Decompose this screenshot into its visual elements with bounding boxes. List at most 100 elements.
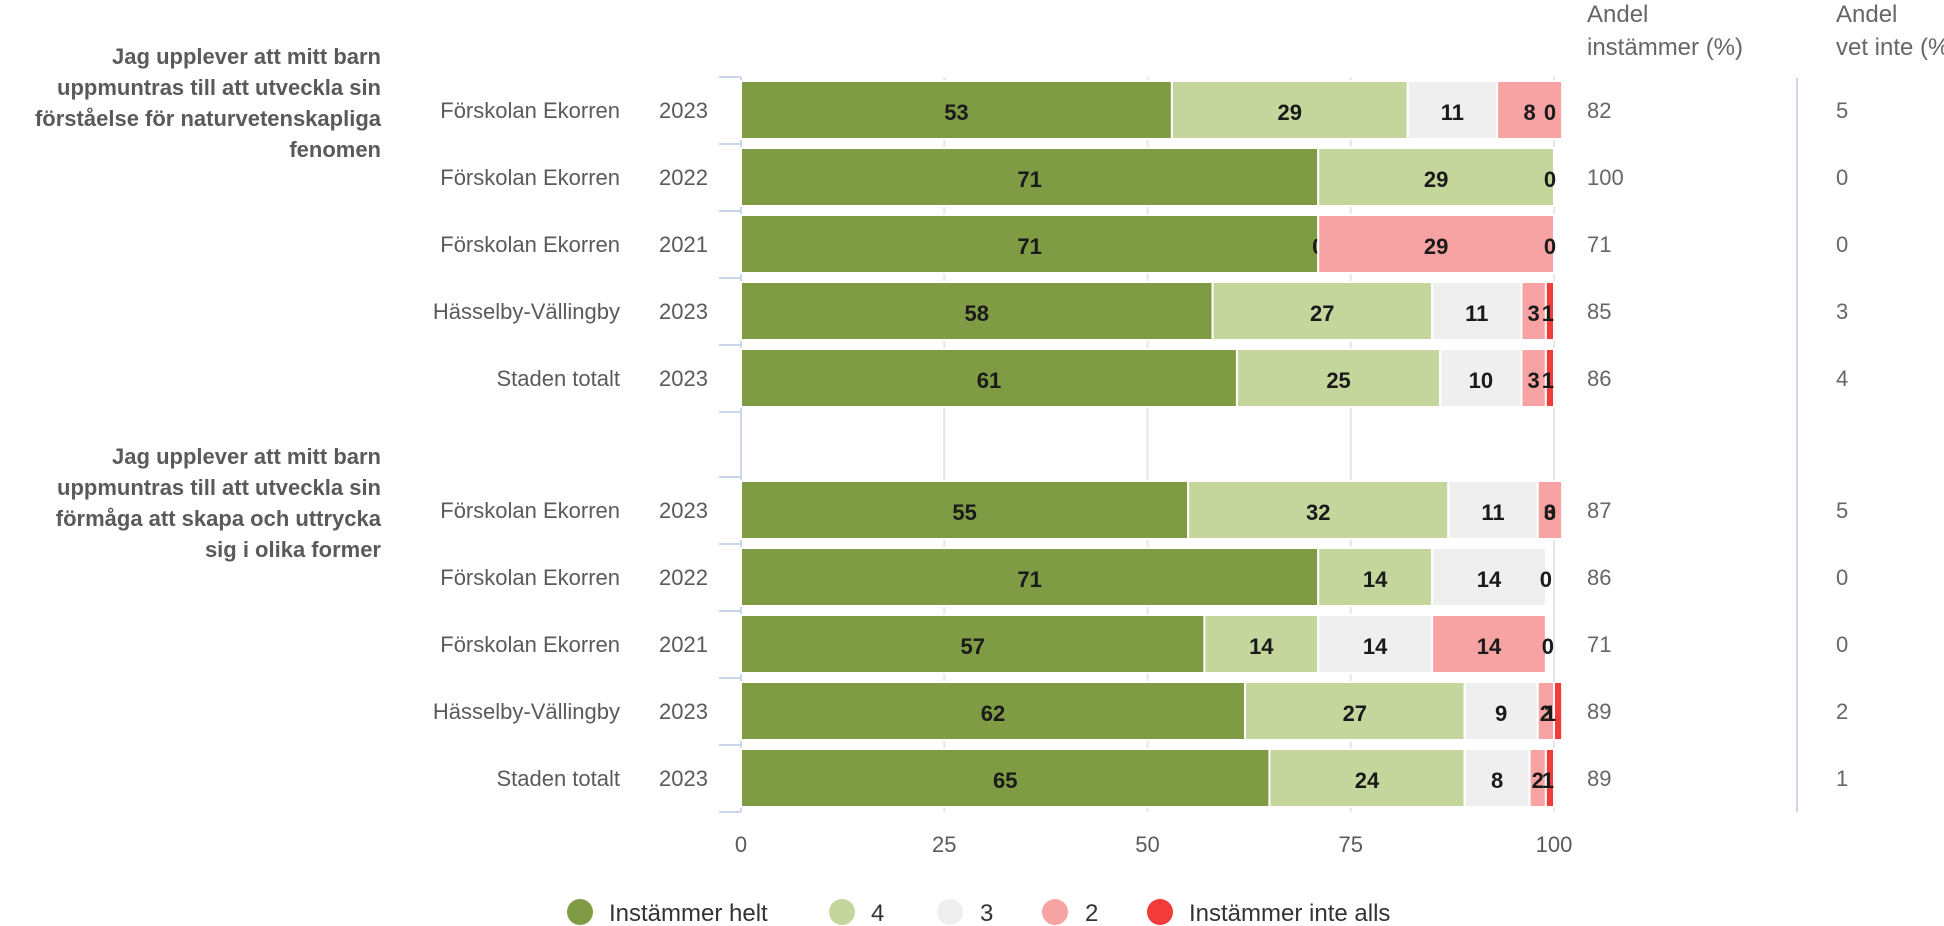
bar-data-label: 29	[1278, 100, 1302, 125]
bar-data-label: 3	[1528, 301, 1540, 326]
andel-vet-inte-value: 0	[1836, 165, 1848, 190]
bar-data-label: 8	[1491, 768, 1503, 793]
row-category-label: Förskolan Ekorren	[440, 565, 620, 590]
bar-data-label: 1	[1542, 301, 1554, 326]
question-label: förståelse för naturvetenskapliga	[35, 106, 382, 131]
row-category-label: Förskolan Ekorren	[440, 232, 620, 257]
row-year-label: 2023	[659, 299, 708, 324]
side-column-header: Andel	[1836, 1, 1897, 28]
bar-data-label: 29	[1424, 167, 1448, 192]
bar-data-label: 8	[1523, 100, 1535, 125]
bar-segment	[1317, 214, 1555, 274]
bar-segment	[740, 147, 1320, 207]
legend-marker	[937, 899, 963, 925]
bar-segment	[1211, 281, 1434, 341]
andel-instammer-value: 89	[1587, 766, 1611, 791]
andel-instammer-value: 71	[1587, 232, 1611, 257]
legend-label: Instämmer inte alls	[1189, 900, 1390, 926]
bar-data-label: 27	[1310, 301, 1334, 326]
bar-data-label: 71	[1017, 167, 1041, 192]
bar-data-label: 2	[1532, 768, 1544, 793]
bar-segment	[1496, 80, 1564, 140]
bar-data-label: 14	[1477, 634, 1502, 659]
legend-label: 2	[1085, 900, 1098, 926]
bar-segment	[1187, 480, 1450, 540]
question-label: Jag upplever att mitt barn	[112, 44, 381, 69]
question-label: sig i olika former	[205, 537, 381, 562]
bar-data-label: 14	[1477, 567, 1502, 592]
bar-data-label: 1	[1544, 701, 1556, 726]
question-label: Jag upplever att mitt barn	[112, 444, 381, 469]
legend-marker	[1147, 899, 1173, 925]
bar-data-label: 14	[1249, 634, 1274, 659]
bar-data-label: 0	[1540, 567, 1552, 592]
bar-segment	[1544, 748, 1555, 808]
bar-data-label: 11	[1441, 100, 1464, 125]
x-tick-label: 0	[735, 832, 747, 857]
bar-data-label: 58	[965, 301, 989, 326]
bar-segment	[1268, 748, 1466, 808]
bar-data-label: 3	[1528, 368, 1540, 393]
bar-data-label: 71	[1017, 234, 1041, 259]
andel-vet-inte-value: 5	[1836, 98, 1848, 123]
bar-data-label: 10	[1469, 368, 1493, 393]
bar-segment	[740, 547, 1320, 607]
bar-data-label: 65	[993, 768, 1017, 793]
x-tick-label: 100	[1536, 832, 1573, 857]
andel-vet-inte-value: 0	[1836, 632, 1848, 657]
andel-instammer-value: 85	[1587, 299, 1611, 324]
bar-segment	[740, 614, 1206, 674]
andel-instammer-value: 100	[1587, 165, 1624, 190]
bar-data-label: 1	[1542, 368, 1554, 393]
row-year-label: 2023	[659, 498, 708, 523]
bar-data-label: 57	[960, 634, 984, 659]
row-category-label: Förskolan Ekorren	[440, 498, 620, 523]
row-category-label: Förskolan Ekorren	[440, 632, 620, 657]
bar-segment	[1536, 480, 1564, 540]
andel-instammer-value: 87	[1587, 498, 1611, 523]
bar-segment	[1244, 681, 1466, 741]
legend-label: 3	[980, 900, 993, 926]
bar-data-label: 2	[1540, 701, 1552, 726]
bar-segment	[1431, 547, 1547, 607]
row-category-label: Staden totalt	[496, 766, 620, 791]
legend-marker	[829, 899, 855, 925]
row-year-label: 2022	[659, 165, 708, 190]
andel-vet-inte-value: 0	[1836, 565, 1848, 590]
row-category-label: Staden totalt	[496, 366, 620, 391]
row-year-label: 2023	[659, 98, 708, 123]
bar-data-label: 27	[1343, 701, 1367, 726]
bar-data-label: 3	[1544, 500, 1556, 525]
bar-data-label: 25	[1326, 368, 1350, 393]
bar-data-label: 11	[1481, 500, 1504, 525]
question-label: uppmuntras till att utveckla sin	[57, 75, 381, 100]
row-year-label: 2021	[659, 232, 708, 257]
side-column-header: Andel	[1587, 1, 1648, 28]
andel-vet-inte-value: 5	[1836, 498, 1848, 523]
bar-segment	[740, 348, 1238, 408]
row-category-label: Hässelby-Vällingby	[433, 299, 620, 324]
bar-data-label: 0	[1544, 234, 1556, 259]
bar-data-label: 71	[1017, 567, 1041, 592]
andel-vet-inte-value: 0	[1836, 232, 1848, 257]
bar-data-label: 24	[1355, 768, 1380, 793]
andel-instammer-value: 71	[1587, 632, 1611, 657]
bar-data-label: 0	[1544, 167, 1556, 192]
bar-segment	[1431, 281, 1523, 341]
legend-label: 4	[871, 900, 884, 926]
bar-segment	[1317, 547, 1434, 607]
bar-segment	[1317, 147, 1555, 207]
x-tick-label: 75	[1339, 832, 1363, 857]
bar-segment	[1439, 348, 1523, 408]
legend-marker	[567, 899, 593, 925]
bar-data-label: 61	[977, 368, 1001, 393]
andel-vet-inte-value: 3	[1836, 299, 1848, 324]
andel-instammer-value: 86	[1587, 565, 1611, 590]
bar-data-label: 55	[952, 500, 976, 525]
row-year-label: 2023	[659, 699, 708, 724]
bar-segment	[1235, 348, 1442, 408]
legend-marker	[1042, 899, 1068, 925]
question-label: uppmuntras till att utveckla sin	[57, 475, 381, 500]
andel-instammer-value: 86	[1587, 366, 1611, 391]
bar-segment	[1520, 348, 1547, 408]
